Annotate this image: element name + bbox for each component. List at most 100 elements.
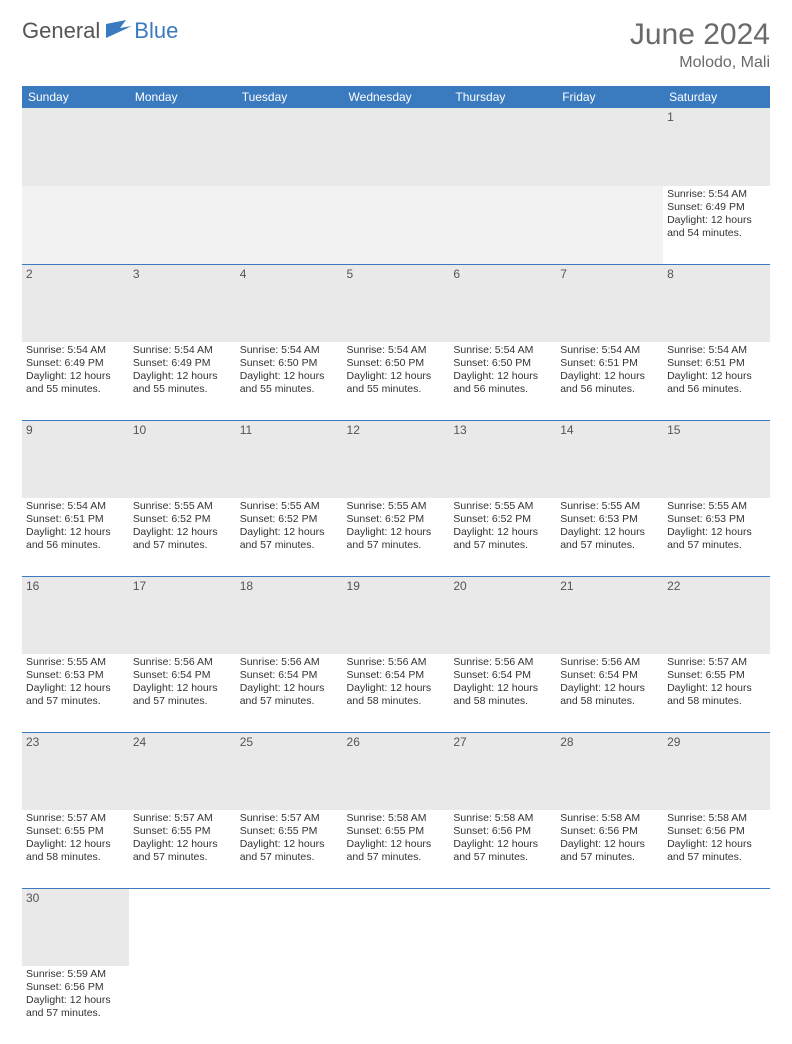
day-cell: Sunrise: 5:55 AMSunset: 6:52 PMDaylight:… xyxy=(449,498,556,576)
empty-cell xyxy=(129,966,236,1044)
daylight-text: and 56 minutes. xyxy=(26,539,125,552)
day-number: 15 xyxy=(667,423,680,437)
daylight-text: and 57 minutes. xyxy=(26,695,125,708)
sunset-text: Sunset: 6:56 PM xyxy=(667,825,766,838)
daylight-text: and 58 minutes. xyxy=(560,695,659,708)
day-number-cell: 15 xyxy=(663,420,770,498)
day-number: 3 xyxy=(133,267,140,281)
sunset-text: Sunset: 6:50 PM xyxy=(453,357,552,370)
daylight-text: and 57 minutes. xyxy=(133,539,232,552)
sunset-text: Sunset: 6:56 PM xyxy=(26,981,125,994)
page-title: June 2024 xyxy=(630,18,770,52)
day-cell: Sunrise: 5:55 AMSunset: 6:52 PMDaylight:… xyxy=(129,498,236,576)
day-number-cell: 17 xyxy=(129,576,236,654)
day-number: 4 xyxy=(240,267,247,281)
daylight-text: and 57 minutes. xyxy=(667,539,766,552)
empty-cell xyxy=(129,186,236,264)
empty-daynum-cell xyxy=(129,888,236,966)
day-number: 22 xyxy=(667,579,680,593)
day-number-cell: 16 xyxy=(22,576,129,654)
daylight-text: Daylight: 12 hours xyxy=(26,838,125,851)
weekday-header: Saturday xyxy=(663,86,770,108)
weekday-header: Tuesday xyxy=(236,86,343,108)
daylight-text: Daylight: 12 hours xyxy=(26,994,125,1007)
sunrise-text: Sunrise: 5:55 AM xyxy=(453,500,552,513)
daylight-text: Daylight: 12 hours xyxy=(26,682,125,695)
sunset-text: Sunset: 6:55 PM xyxy=(240,825,339,838)
day-number: 25 xyxy=(240,735,253,749)
empty-daynum-cell xyxy=(129,108,236,186)
day-number-cell: 14 xyxy=(556,420,663,498)
daylight-text: Daylight: 12 hours xyxy=(560,682,659,695)
daylight-text: Daylight: 12 hours xyxy=(240,370,339,383)
sunset-text: Sunset: 6:55 PM xyxy=(26,825,125,838)
day-number: 2 xyxy=(26,267,33,281)
day-number: 5 xyxy=(347,267,354,281)
day-cell: Sunrise: 5:56 AMSunset: 6:54 PMDaylight:… xyxy=(343,654,450,732)
empty-cell xyxy=(22,186,129,264)
weekday-header: Wednesday xyxy=(343,86,450,108)
daynum-row: 16171819202122 xyxy=(22,576,770,654)
empty-cell xyxy=(343,966,450,1044)
day-number: 14 xyxy=(560,423,573,437)
sunset-text: Sunset: 6:55 PM xyxy=(133,825,232,838)
day-cell: Sunrise: 5:56 AMSunset: 6:54 PMDaylight:… xyxy=(129,654,236,732)
sunrise-text: Sunrise: 5:58 AM xyxy=(347,812,446,825)
daylight-text: and 57 minutes. xyxy=(453,851,552,864)
calendar-row: Sunrise: 5:54 AMSunset: 6:49 PMDaylight:… xyxy=(22,186,770,264)
day-number: 27 xyxy=(453,735,466,749)
sunset-text: Sunset: 6:49 PM xyxy=(26,357,125,370)
daynum-row: 30 xyxy=(22,888,770,966)
weekday-header: Sunday xyxy=(22,86,129,108)
day-cell: Sunrise: 5:54 AMSunset: 6:49 PMDaylight:… xyxy=(663,186,770,264)
daylight-text: and 54 minutes. xyxy=(667,227,766,240)
day-number-cell: 22 xyxy=(663,576,770,654)
day-number-cell: 18 xyxy=(236,576,343,654)
daynum-row: 2345678 xyxy=(22,264,770,342)
daylight-text: and 58 minutes. xyxy=(667,695,766,708)
location-label: Molodo, Mali xyxy=(630,54,770,72)
daylight-text: Daylight: 12 hours xyxy=(667,214,766,227)
weekday-header: Friday xyxy=(556,86,663,108)
daylight-text: Daylight: 12 hours xyxy=(26,526,125,539)
daylight-text: and 57 minutes. xyxy=(560,851,659,864)
sunrise-text: Sunrise: 5:58 AM xyxy=(560,812,659,825)
sunrise-text: Sunrise: 5:54 AM xyxy=(26,500,125,513)
daylight-text: and 57 minutes. xyxy=(240,539,339,552)
day-number: 7 xyxy=(560,267,567,281)
day-cell: Sunrise: 5:56 AMSunset: 6:54 PMDaylight:… xyxy=(449,654,556,732)
sunrise-text: Sunrise: 5:56 AM xyxy=(240,656,339,669)
day-cell: Sunrise: 5:54 AMSunset: 6:49 PMDaylight:… xyxy=(129,342,236,420)
day-cell: Sunrise: 5:57 AMSunset: 6:55 PMDaylight:… xyxy=(22,810,129,888)
daylight-text: Daylight: 12 hours xyxy=(667,526,766,539)
sunset-text: Sunset: 6:54 PM xyxy=(133,669,232,682)
sunset-text: Sunset: 6:55 PM xyxy=(347,825,446,838)
day-number: 12 xyxy=(347,423,360,437)
day-number-cell: 13 xyxy=(449,420,556,498)
daylight-text: Daylight: 12 hours xyxy=(453,838,552,851)
sunrise-text: Sunrise: 5:55 AM xyxy=(26,656,125,669)
day-cell: Sunrise: 5:55 AMSunset: 6:53 PMDaylight:… xyxy=(22,654,129,732)
sunrise-text: Sunrise: 5:58 AM xyxy=(667,812,766,825)
sunrise-text: Sunrise: 5:55 AM xyxy=(133,500,232,513)
title-block: June 2024 Molodo, Mali xyxy=(630,18,770,72)
day-cell: Sunrise: 5:56 AMSunset: 6:54 PMDaylight:… xyxy=(236,654,343,732)
calendar-row: Sunrise: 5:59 AMSunset: 6:56 PMDaylight:… xyxy=(22,966,770,1044)
daylight-text: and 58 minutes. xyxy=(453,695,552,708)
empty-cell xyxy=(556,186,663,264)
sunset-text: Sunset: 6:51 PM xyxy=(26,513,125,526)
sunrise-text: Sunrise: 5:55 AM xyxy=(347,500,446,513)
sunset-text: Sunset: 6:52 PM xyxy=(133,513,232,526)
sunrise-text: Sunrise: 5:55 AM xyxy=(560,500,659,513)
sunset-text: Sunset: 6:49 PM xyxy=(133,357,232,370)
sunrise-text: Sunrise: 5:54 AM xyxy=(240,344,339,357)
empty-daynum-cell xyxy=(236,888,343,966)
empty-cell xyxy=(236,186,343,264)
sunset-text: Sunset: 6:54 PM xyxy=(347,669,446,682)
day-number: 23 xyxy=(26,735,39,749)
daylight-text: Daylight: 12 hours xyxy=(240,526,339,539)
daylight-text: Daylight: 12 hours xyxy=(453,370,552,383)
sunrise-text: Sunrise: 5:54 AM xyxy=(667,188,766,201)
day-number-cell: 23 xyxy=(22,732,129,810)
daylight-text: Daylight: 12 hours xyxy=(667,838,766,851)
